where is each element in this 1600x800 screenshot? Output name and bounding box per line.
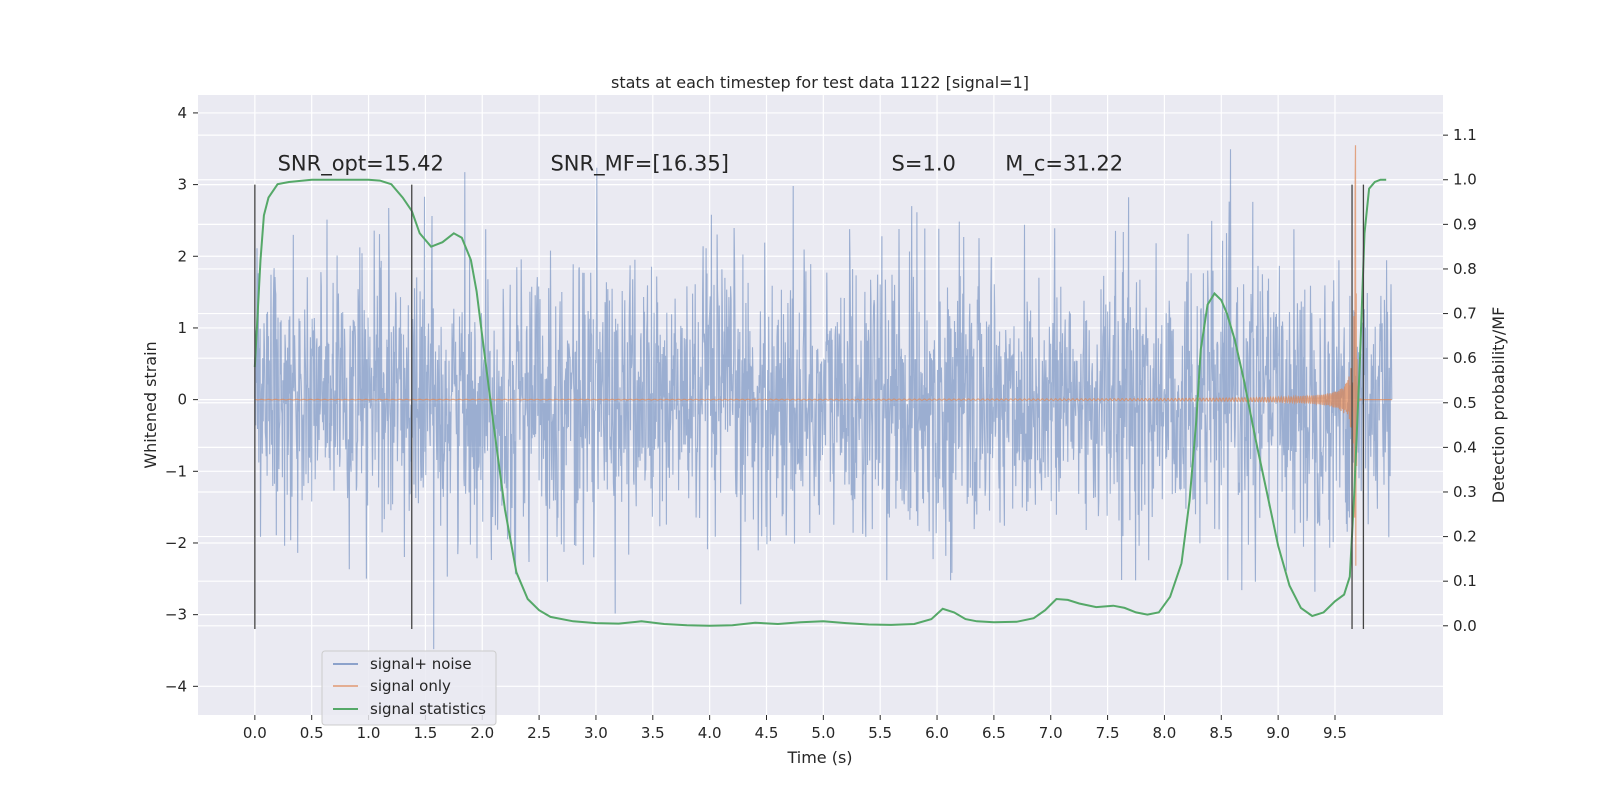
- y-right-tick-label: 1.1: [1453, 126, 1477, 144]
- x-tick-label: 4.5: [755, 724, 779, 742]
- y-tick-label: −3: [165, 606, 187, 624]
- x-tick-label: 6.0: [925, 724, 949, 742]
- legend-box: [321, 650, 497, 726]
- legend: signal+ noise signal only signal statist…: [321, 650, 497, 726]
- x-tick-label: 2.5: [527, 724, 551, 742]
- y-right-axis-label: Detection probability/MF: [1489, 307, 1508, 504]
- signal-noise-series: [254, 149, 1393, 650]
- chart-title: stats at each timestep for test data 112…: [611, 73, 1029, 92]
- x-tick-label: 8.0: [1153, 724, 1177, 742]
- annotation-2: S=1.0: [892, 151, 956, 175]
- legend-label-signal-only: signal only: [370, 677, 451, 695]
- y-right-tick-label: 0.1: [1453, 572, 1477, 590]
- annotation-1: SNR_MF=[16.35]: [550, 151, 728, 176]
- x-axis-label: Time (s): [786, 748, 852, 767]
- annotation-0: SNR_opt=15.42: [278, 151, 444, 176]
- x-tick-label: 1.0: [357, 724, 381, 742]
- signal-noise-line: [254, 149, 1393, 650]
- annotation-3: M_c=31.22: [1005, 151, 1123, 176]
- x-tick-label: 1.5: [413, 724, 437, 742]
- y-right-tick-label: 0.5: [1453, 394, 1477, 412]
- y-tick-label: −2: [165, 534, 187, 552]
- x-tick-label: 6.5: [982, 724, 1006, 742]
- x-tick-label: 0.0: [243, 724, 267, 742]
- y-tick-label: 4: [177, 104, 187, 122]
- vertical-markers: [254, 184, 1365, 629]
- y-right-tick-label: 0.2: [1453, 528, 1477, 546]
- y-tick-label: −1: [165, 462, 187, 480]
- x-tick-label: 3.0: [584, 724, 608, 742]
- signal-statistics-line: [253, 178, 1387, 627]
- signal-only-line: [254, 145, 1392, 566]
- signal-only-series: [254, 145, 1392, 566]
- y-right-tick-label: 0.3: [1453, 483, 1477, 501]
- y-right-tick-label: 0.8: [1453, 260, 1477, 278]
- y-right-tick-label: 1.0: [1453, 171, 1477, 189]
- x-tick-label: 4.0: [698, 724, 722, 742]
- x-tick-label: 7.5: [1096, 724, 1120, 742]
- y-tick-label: 1: [177, 319, 187, 337]
- y-right-tick-label: 0.7: [1453, 305, 1477, 323]
- x-tick-label: 9.0: [1266, 724, 1290, 742]
- y-axis-label: Whitened strain: [141, 341, 160, 468]
- signal-statistics-series: [253, 178, 1387, 627]
- y-tick-label: 3: [177, 176, 187, 194]
- x-tick-label: 2.0: [470, 724, 494, 742]
- y-tick-label: 2: [177, 247, 187, 265]
- x-tick-label: 0.5: [300, 724, 324, 742]
- x-tick-label: 9.5: [1323, 724, 1347, 742]
- axis-ticks: 0.0 0.5 1.0 1.5 2.0 2.5 3.0 3.5 4.0 4.5 5.0 5.5 6.0 6…: [165, 104, 1477, 742]
- y-right-tick-label: 0.4: [1453, 438, 1477, 456]
- y-right-tick-label: 0.0: [1453, 617, 1477, 635]
- x-tick-label: 5.0: [811, 724, 835, 742]
- legend-label-signal-statistics: signal statistics: [370, 700, 486, 718]
- x-tick-label: 8.5: [1209, 724, 1233, 742]
- annotations: SNR_opt=15.42 SNR_MF=[16.35] S=1.0 M_c=31.2…: [278, 151, 1124, 176]
- y-right-tick-label: 0.9: [1453, 215, 1477, 233]
- x-tick-label: 3.5: [641, 724, 665, 742]
- legend-label-signal-noise: signal+ noise: [370, 655, 472, 673]
- x-tick-label: 7.0: [1039, 724, 1063, 742]
- y-tick-label: 0: [177, 391, 187, 409]
- x-tick-label: 5.5: [868, 724, 892, 742]
- y-right-tick-label: 0.6: [1453, 349, 1477, 367]
- y-tick-label: −4: [165, 677, 187, 695]
